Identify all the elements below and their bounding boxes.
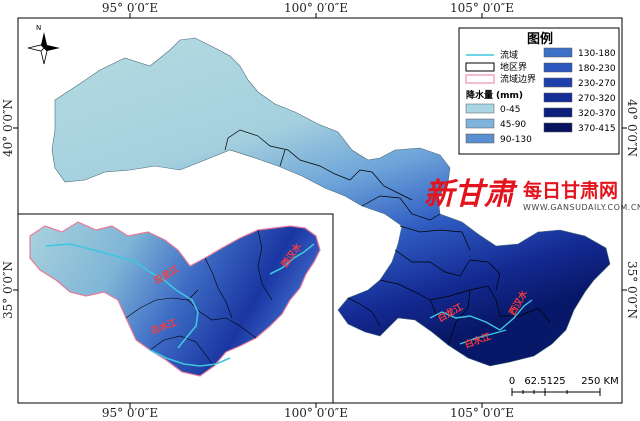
north-label: N	[36, 24, 41, 32]
gansudaily-watermark-logo: 新甘肃 每日甘肃网 WWW.GANSUDAILY.COM.CN	[424, 177, 640, 212]
scale-label-zero: 0	[509, 376, 515, 387]
watermark-site-bg	[520, 177, 620, 202]
scale-label-mid: 62.5125	[524, 376, 565, 387]
inset-watershed-region	[29, 221, 321, 377]
coord-bottom-95: 95° 0′0″E	[102, 406, 158, 420]
legend: 图例 流域 地区界 流域边界 降水量 (mm) 0-45 45-90 90-130…	[458, 27, 620, 155]
watermark-site: 每日甘肃网	[523, 179, 618, 202]
inset-rivers	[45, 243, 315, 367]
scale-label-end: 250 KM	[581, 376, 618, 387]
coord-right-40: 40° 0′0″N	[625, 99, 639, 157]
frame-ticks	[13, 13, 627, 408]
legend-class-230-270: 230-270	[578, 79, 616, 89]
coord-bottom-105: 105° 0′0″E	[450, 406, 514, 420]
legend-label-watershed: 流域	[500, 49, 518, 61]
legend-frame	[458, 27, 620, 155]
legend-title: 图例	[527, 31, 553, 47]
coord-left-40: 40° 0′0″N	[1, 99, 15, 157]
watermark-paper: 新甘肃	[424, 177, 518, 212]
legend-swatch-district	[465, 62, 495, 72]
coord-top-95: 95° 0′0″E	[102, 1, 158, 15]
coord-top-105: 105° 0′0″E	[450, 1, 514, 15]
legend-class-320-370: 320-370	[578, 109, 616, 119]
legend-class-90-130: 90-130	[500, 135, 532, 145]
legend-classes-left: 0-45 45-90 90-130	[465, 103, 532, 145]
coord-bottom-100: 100° 0′0″E	[284, 406, 348, 420]
legend-class-370-415: 370-415	[578, 124, 616, 134]
legend-class-45-90: 45-90	[500, 120, 526, 130]
legend-swatch-watershed-boundary	[465, 74, 495, 84]
legend-label-district: 地区界	[500, 61, 527, 73]
legend-precip-title: 降水量 (mm)	[466, 89, 523, 101]
legend-class-180-230: 180-230	[578, 64, 616, 74]
north-arrow-icon: N	[27, 24, 60, 65]
district-boundaries	[224, 129, 551, 346]
coord-left-35: 35° 0′0″N	[1, 261, 15, 319]
legend-label-watershed-boundary: 流域边界	[500, 73, 536, 85]
scale-bar: 0 62.5125 250 KM	[509, 376, 619, 396]
legend-classes-right: 130-180 180-230 230-270 270-320 320-370 …	[543, 47, 616, 134]
gansu-province-region	[51, 37, 611, 367]
coord-right-35: 35° 0′0″N	[625, 261, 639, 319]
main-rivers	[429, 299, 533, 345]
legend-class-270-320: 270-320	[578, 94, 616, 104]
watermark-url: WWW.GANSUDAILY.COM.CN	[523, 203, 640, 212]
legend-class-0-45: 0-45	[500, 105, 520, 115]
coord-top-100: 100° 0′0″E	[284, 1, 348, 15]
legend-class-130-180: 130-180	[578, 49, 616, 59]
